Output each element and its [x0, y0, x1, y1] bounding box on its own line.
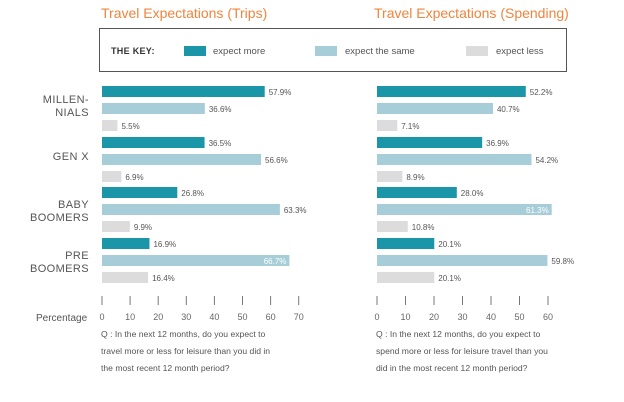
data-label: 16.4% — [152, 274, 175, 283]
question-line: Q : In the next 12 months, do you expect… — [376, 329, 541, 339]
data-label: 6.9% — [125, 173, 143, 182]
bar-expect-less — [102, 171, 122, 182]
bar-expect-more — [102, 137, 205, 148]
bar-expect-less — [102, 221, 130, 232]
x-tick-label: 70 — [294, 312, 304, 322]
data-label: 26.8% — [181, 189, 204, 198]
bar-expect-the-same — [102, 204, 280, 215]
question-trips: Q : In the next 12 months, do you expect… — [101, 326, 331, 377]
bar-expect-less — [102, 120, 118, 131]
bar-expect-more — [102, 238, 150, 249]
group-label-pre-boomers: PRE BOOMERS — [9, 250, 89, 276]
group-label-line: NIALS — [55, 107, 89, 119]
data-label: 8.9% — [406, 173, 424, 182]
bar-expect-the-same — [377, 154, 532, 165]
x-tick-label: 40 — [209, 312, 219, 322]
x-tick-label: 50 — [237, 312, 247, 322]
legend-swatch-less — [466, 46, 488, 56]
legend-swatch-same — [315, 46, 337, 56]
legend-key-label: THE KEY: — [111, 46, 155, 56]
x-tick-label: 30 — [181, 312, 191, 322]
x-tick-label: 60 — [266, 312, 276, 322]
data-label: 61.3% — [526, 206, 549, 215]
bar-expect-the-same — [102, 154, 262, 165]
data-label: 5.5% — [121, 122, 139, 131]
data-label: 54.2% — [535, 156, 558, 165]
bar-expect-less — [377, 221, 408, 232]
legend-label-more: expect more — [213, 46, 266, 57]
group-label-baby-boomers: BABY BOOMERS — [9, 199, 89, 225]
group-label-line: BOOMERS — [29, 263, 89, 275]
chart-trips: 57.9% 36.5% 26.8% 16.9% 36.6% 56.6% 63.3% 66.7%… — [99, 86, 307, 322]
data-label: 9.9% — [134, 223, 152, 232]
data-label: 20.1% — [438, 274, 461, 283]
x-tick-label: 10 — [125, 312, 135, 322]
bar-expect-the-same — [377, 255, 548, 266]
legend-box: THE KEY: expect more expect the same exp… — [99, 28, 567, 72]
x-tick-label: 10 — [400, 312, 410, 322]
group-label-genx: GEN X — [9, 151, 89, 164]
data-label: 52.2% — [530, 88, 553, 97]
question-line: the most recent 12 month period? — [101, 363, 230, 373]
data-label: 7.1% — [401, 122, 419, 131]
bar-expect-less — [377, 272, 435, 283]
x-tick-label: 50 — [514, 312, 524, 322]
x-tick-label: 20 — [429, 312, 439, 322]
data-label: 56.6% — [265, 156, 288, 165]
axis-label-percentage: Percentage — [36, 313, 88, 324]
group-label-line: MILLEN- — [42, 94, 89, 106]
question-line: travel more or less for leisure than you… — [101, 346, 271, 356]
question-line: Q : In the next 12 months, do you expect… — [101, 329, 266, 339]
chart-title-trips: Travel Expectations (Trips) — [101, 5, 268, 21]
bar-expect-the-same — [377, 103, 493, 114]
group-label-line: PRE — [65, 250, 89, 262]
data-label: 36.6% — [209, 105, 232, 114]
legend-label-less: expect less — [496, 46, 544, 57]
chart-spending: 52.2% 36.9% 28.0% 20.1% 40.7% 54.2% 61.3% 59.8%… — [374, 86, 574, 322]
bar-expect-the-same — [102, 103, 205, 114]
x-tick-label: 60 — [543, 312, 553, 322]
x-tick-label: 20 — [153, 312, 163, 322]
data-label: 36.9% — [486, 139, 509, 148]
bar-expect-less — [377, 171, 403, 182]
data-label: 66.7% — [264, 257, 287, 266]
question-line: did in the most recent 12 month period? — [376, 363, 528, 373]
group-label-line: GEN X — [52, 151, 89, 163]
chart-title-spending: Travel Expectations (Spending) — [374, 5, 569, 21]
bar-expect-the-same — [377, 204, 552, 215]
bar-expect-more — [377, 86, 526, 97]
bar-expect-more — [377, 187, 457, 198]
x-tick-label: 40 — [486, 312, 496, 322]
group-label-line: BOOMERS — [29, 212, 89, 224]
x-tick-label: 30 — [457, 312, 467, 322]
question-line: spend more or less for leisure travel th… — [376, 346, 548, 356]
bar-expect-more — [377, 238, 435, 249]
data-label: 10.8% — [412, 223, 435, 232]
bar-expect-more — [102, 187, 178, 198]
bar-expect-less — [377, 120, 398, 131]
data-label: 57.9% — [269, 88, 292, 97]
data-label: 20.1% — [438, 240, 461, 249]
bar-expect-more — [102, 86, 265, 97]
legend-label-same: expect the same — [345, 46, 415, 57]
x-tick-label: 0 — [374, 312, 379, 322]
legend-swatch-more — [184, 46, 206, 56]
data-label: 28.0% — [461, 189, 484, 198]
data-label: 59.8% — [551, 257, 574, 266]
data-label: 63.3% — [284, 206, 307, 215]
x-tick-label: 0 — [99, 312, 104, 322]
bar-expect-more — [377, 137, 483, 148]
bar-expect-less — [102, 272, 149, 283]
group-label-millennials: MILLEN- NIALS — [9, 94, 89, 120]
data-label: 40.7% — [497, 105, 520, 114]
bar-expect-the-same — [102, 255, 290, 266]
group-label-line: BABY — [58, 199, 89, 211]
data-label: 36.5% — [209, 139, 232, 148]
question-spending: Q : In the next 12 months, do you expect… — [376, 326, 606, 377]
data-label: 16.9% — [153, 240, 176, 249]
